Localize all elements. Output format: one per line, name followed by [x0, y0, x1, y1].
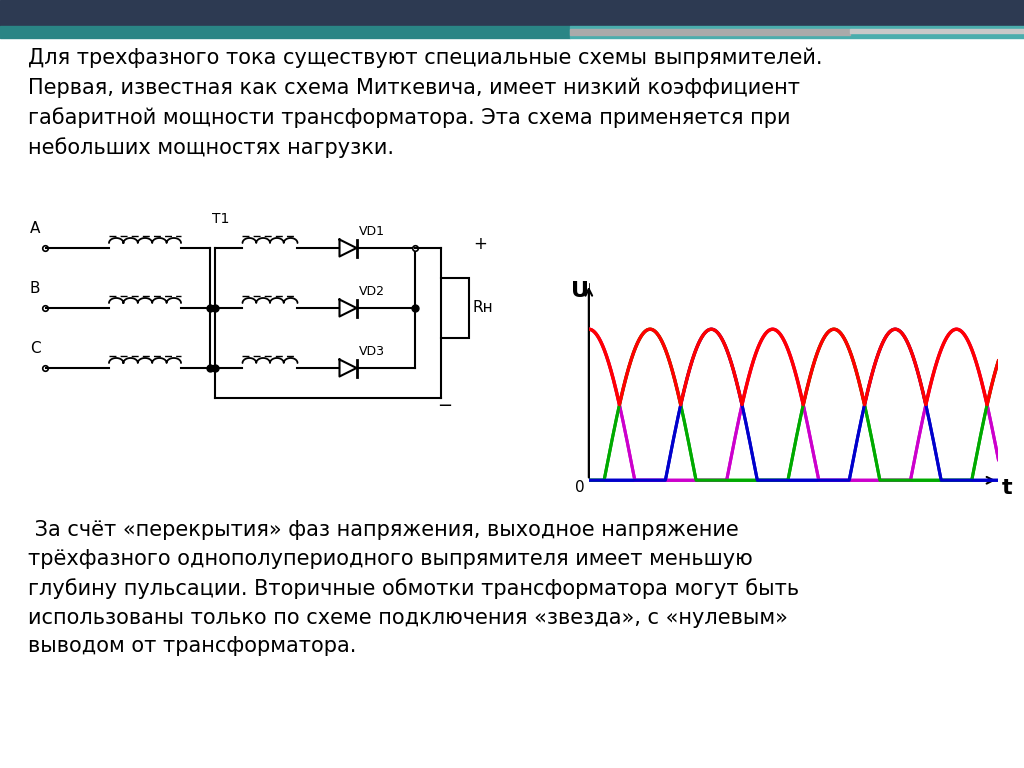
Text: VD3: VD3 — [359, 345, 385, 358]
Text: Для трехфазного тока существуют специальные схемы выпрямителей.
Первая, известна: Для трехфазного тока существуют специаль… — [28, 48, 822, 158]
Text: T1: T1 — [212, 212, 229, 226]
Bar — [850, 29, 1024, 33]
Text: VD2: VD2 — [359, 285, 385, 298]
Bar — [570, 29, 850, 35]
Text: U: U — [571, 281, 589, 302]
Text: Rн: Rн — [473, 300, 494, 316]
Text: 0: 0 — [575, 480, 585, 495]
Bar — [0, 26, 570, 38]
Text: −: − — [437, 397, 453, 415]
Text: A: A — [30, 221, 40, 236]
Text: За счёт «перекрытия» фаз напряжения, выходное напряжение
трёхфазного однополупер: За счёт «перекрытия» фаз напряжения, вых… — [28, 520, 799, 657]
Text: B: B — [30, 281, 40, 296]
Text: C: C — [30, 341, 40, 356]
Bar — [0, 0, 1024, 26]
Text: VD1: VD1 — [359, 225, 385, 238]
Text: t: t — [1001, 478, 1012, 498]
Text: +: + — [473, 235, 486, 253]
Bar — [441, 278, 469, 338]
Bar — [570, 26, 1024, 38]
